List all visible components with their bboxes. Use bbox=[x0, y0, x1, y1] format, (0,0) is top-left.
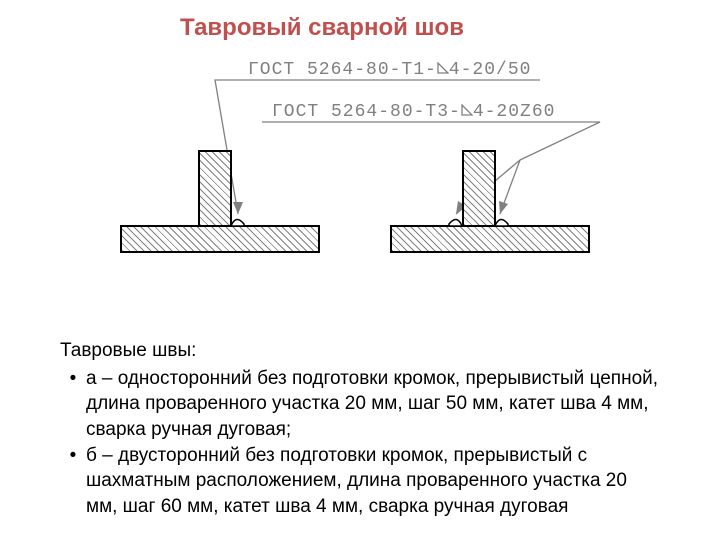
bullet-text-b: б – двусторонний без подготовки кромок, … bbox=[86, 443, 660, 520]
weld-bead-b-left bbox=[446, 212, 464, 228]
base-plate-a bbox=[120, 225, 320, 253]
description-lead: Тавровые швы: bbox=[60, 338, 660, 364]
base-plate-b bbox=[390, 225, 590, 253]
hatch bbox=[200, 152, 230, 225]
hatch bbox=[122, 227, 318, 251]
leader-lines bbox=[0, 50, 720, 350]
diagram-area bbox=[0, 50, 720, 310]
vert-plate-a bbox=[198, 150, 232, 225]
bullet-dot: • bbox=[60, 366, 86, 443]
description-block: Тавровые швы: • а – односторонний без по… bbox=[60, 338, 660, 519]
weld-bead-b-right bbox=[494, 212, 512, 228]
list-item: • б – двусторонний без подготовки кромок… bbox=[60, 443, 660, 520]
weld-bead-a-right bbox=[230, 212, 248, 228]
list-item: • а – односторонний без подготовки кромо… bbox=[60, 366, 660, 443]
vert-plate-b bbox=[462, 150, 496, 225]
bullet-dot: • bbox=[60, 443, 86, 520]
bullet-text-a: а – односторонний без подготовки кромок,… bbox=[86, 366, 660, 443]
hatch bbox=[392, 227, 588, 251]
hatch bbox=[464, 152, 494, 225]
page-title: Тавровый сварной шов bbox=[180, 14, 464, 42]
